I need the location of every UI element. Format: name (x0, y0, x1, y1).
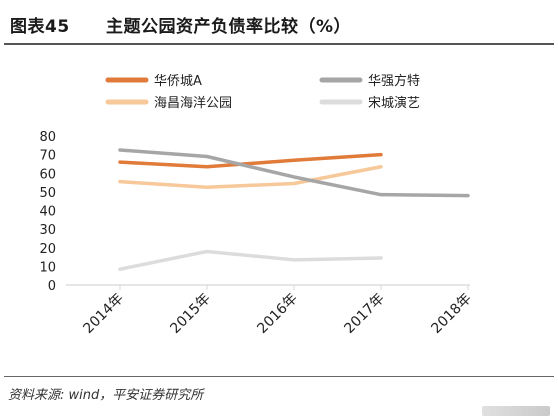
y-tick-label-60: 60 (39, 167, 56, 182)
y-tick-label-80: 80 (39, 130, 56, 145)
y-tick-label-40: 40 (39, 205, 56, 220)
y-tick-label-20: 20 (39, 242, 56, 257)
series-line-3 (118, 164, 383, 189)
y-tick-label-70: 70 (39, 149, 56, 164)
legend-label-2: 华强方特 (368, 73, 420, 89)
x-tick-label-2018年: 2018年 (428, 291, 474, 337)
figure-title: 主题公园资产负债率比较（%） (106, 17, 352, 37)
header-divider (4, 43, 554, 45)
x-tick-label-2016年: 2016年 (254, 291, 300, 337)
y-tick-label-10: 10 (39, 260, 56, 275)
y-tick-label-50: 50 (39, 186, 56, 201)
watermark-badge (482, 406, 550, 416)
x-tick-label-2017年: 2017年 (341, 291, 387, 337)
x-tick-label-2015年: 2015年 (167, 291, 213, 337)
legend-label-3: 海昌海洋公园 (154, 96, 232, 111)
y-tick-label-30: 30 (39, 223, 56, 238)
source-note: 资料来源: wind，平安证券研究所 (8, 388, 204, 403)
legend-label-4: 宋城演艺 (368, 95, 420, 111)
chart-container: 华侨城A 华强方特海昌海洋公园 宋城演艺 0 10 20 30 40 50 60 70 80 2014年… (0, 52, 558, 372)
footer-divider (4, 376, 554, 377)
figure-header: 图表45 主题公园资产负债率比较（%） (0, 0, 558, 52)
figure-label: 图表45 (10, 17, 70, 37)
series-line-4 (118, 249, 383, 271)
legend-label-1: 华侨城A (154, 74, 202, 89)
y-tick-label-0: 0 (48, 279, 56, 294)
series-line-2 (118, 148, 470, 198)
x-tick-label-2014年: 2014年 (80, 291, 126, 337)
series-line-1 (118, 152, 383, 169)
